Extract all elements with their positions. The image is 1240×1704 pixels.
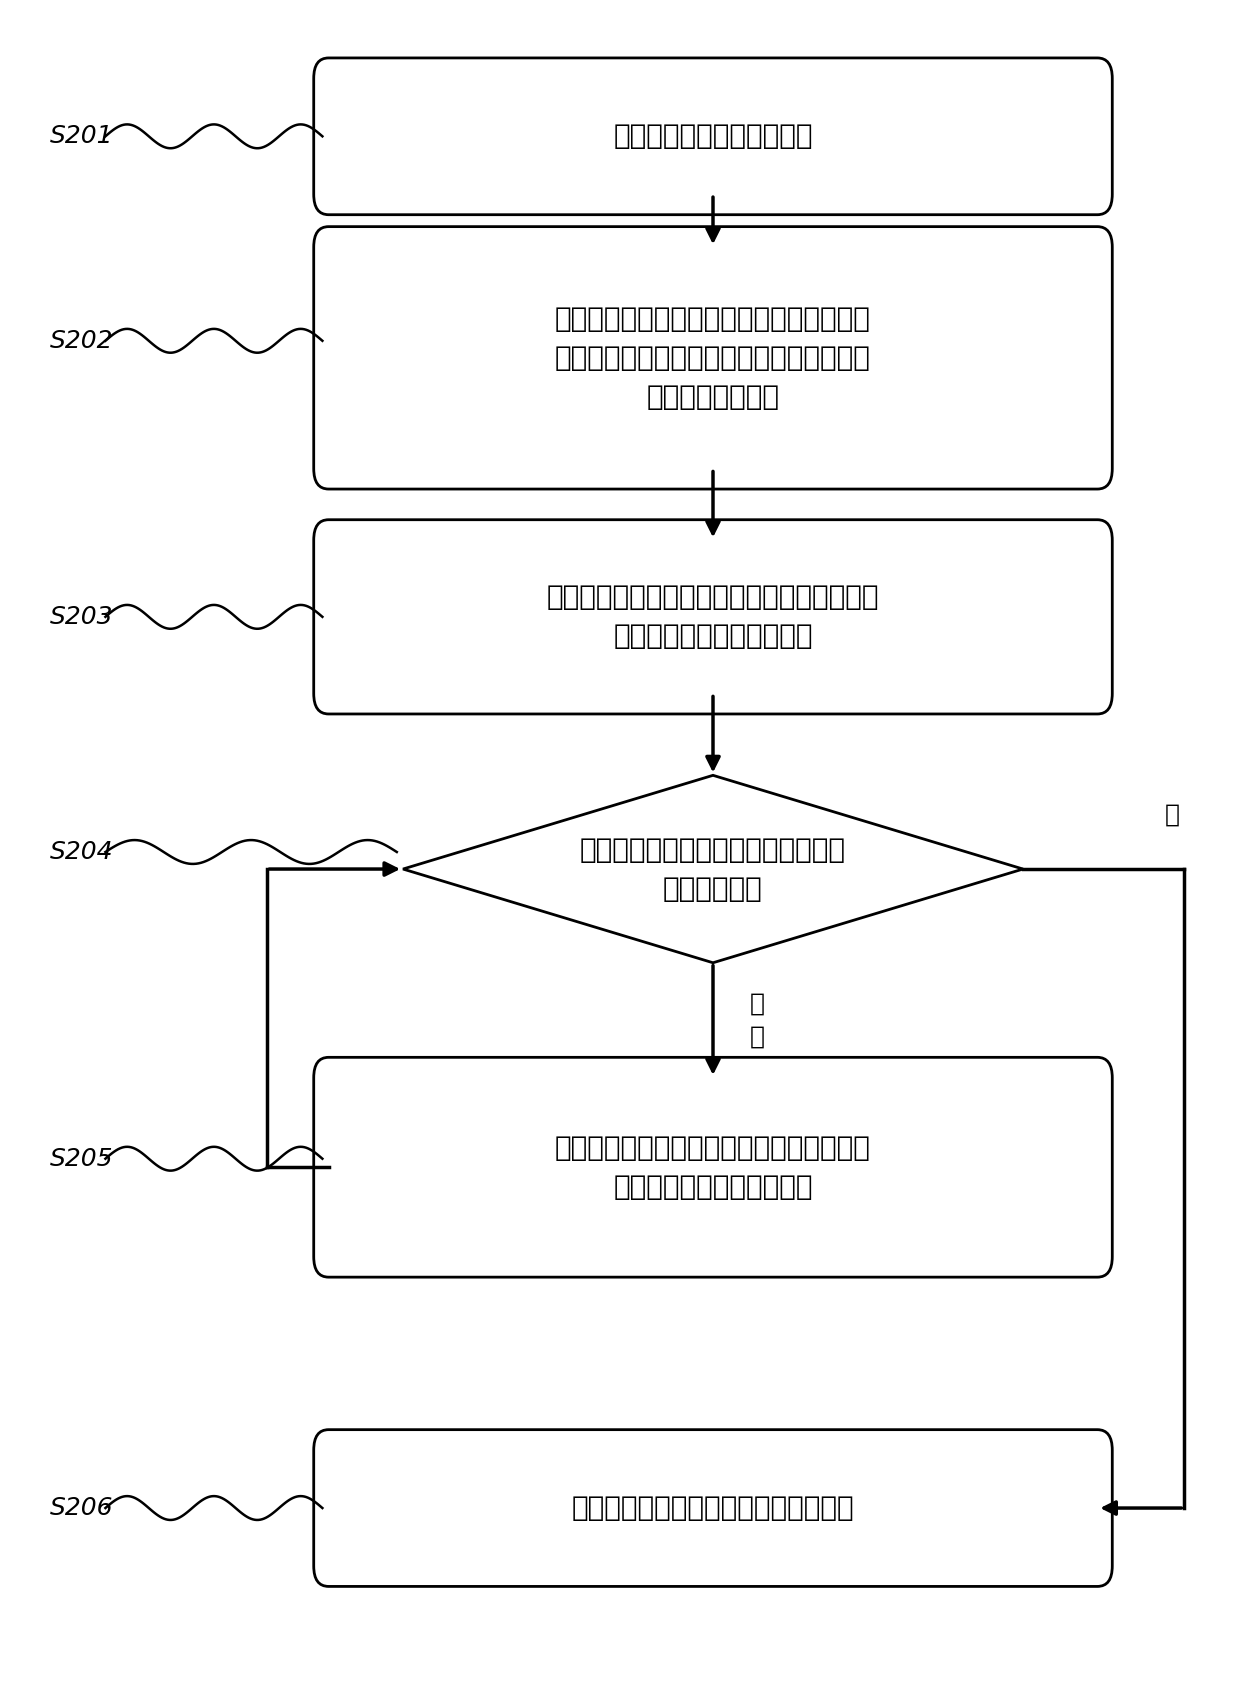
Text: S201: S201 — [50, 124, 113, 148]
Text: 设定连接端子的额定压力值: 设定连接端子的额定压力值 — [614, 123, 812, 150]
Text: S202: S202 — [50, 329, 113, 353]
FancyBboxPatch shape — [314, 1430, 1112, 1586]
Text: 不
否: 不 否 — [750, 992, 765, 1050]
Text: S205: S205 — [50, 1147, 113, 1171]
Text: S206: S206 — [50, 1496, 113, 1520]
Text: 是: 是 — [1164, 803, 1179, 826]
Text: S203: S203 — [50, 605, 113, 629]
FancyBboxPatch shape — [314, 520, 1112, 714]
Text: 信号采集模块：采集当前压力传感器的压力值
并传至上位机进行数据处理: 信号采集模块：采集当前压力传感器的压力值 并传至上位机进行数据处理 — [547, 583, 879, 651]
Text: 保持此状态直到接受断开连接器的指令: 保持此状态直到接受断开连接器的指令 — [572, 1494, 854, 1522]
Text: 压力值判断：当前的压力值是否等于
额定的压力值: 压力值判断：当前的压力值是否等于 额定的压力值 — [580, 835, 846, 903]
FancyBboxPatch shape — [314, 1056, 1112, 1278]
FancyBboxPatch shape — [314, 227, 1112, 489]
Text: 温度调节模块：对气体弹簧阻尼器腔室的温
度调节，改变腔室的压力值: 温度调节模块：对气体弹簧阻尼器腔室的温 度调节，改变腔室的压力值 — [556, 1133, 870, 1201]
Polygon shape — [403, 775, 1023, 963]
Text: 信号输出模块：控制直线运动机构的运动位
置，使连接器的连接端子与需要对接的信号
输入端端子相接触: 信号输出模块：控制直线运动机构的运动位 置，使连接器的连接端子与需要对接的信号 … — [556, 305, 870, 411]
FancyBboxPatch shape — [314, 58, 1112, 215]
Text: S204: S204 — [50, 840, 113, 864]
